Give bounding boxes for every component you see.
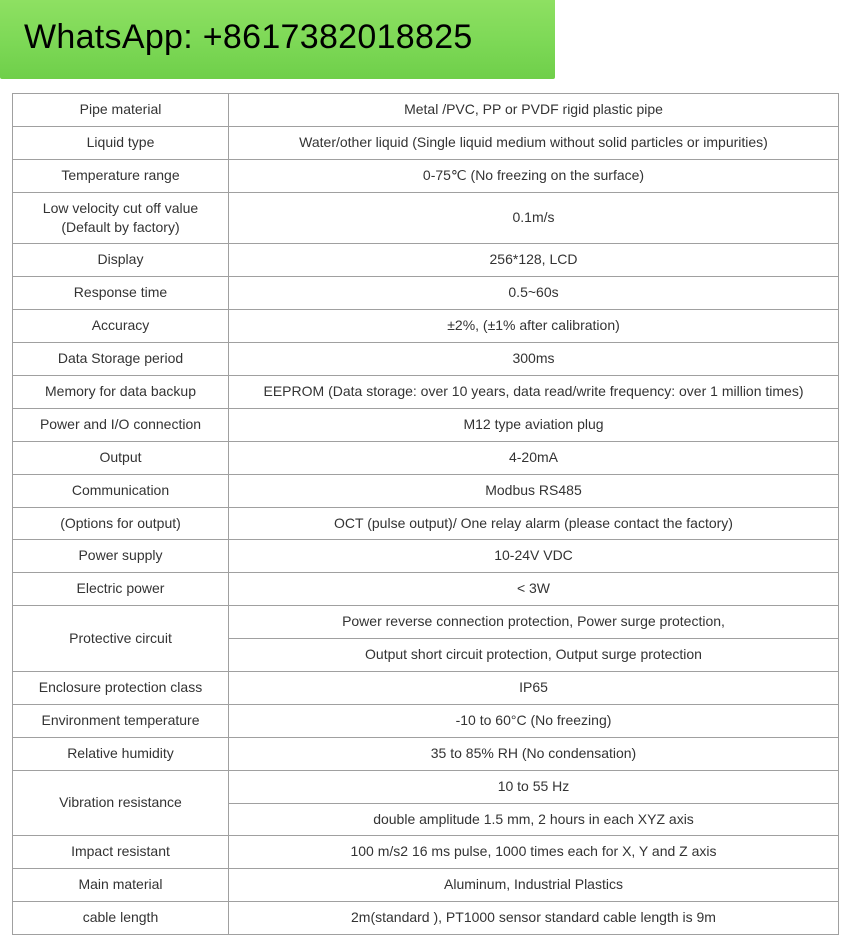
spec-value: Modbus RS485 bbox=[229, 474, 839, 507]
table-row: Data Storage period300ms bbox=[13, 343, 839, 376]
table-row: Pipe materialMetal /PVC, PP or PVDF rigi… bbox=[13, 94, 839, 127]
spec-label: Enclosure protection class bbox=[13, 672, 229, 705]
spec-value: IP65 bbox=[229, 672, 839, 705]
spec-value: OCT (pulse output)/ One relay alarm (ple… bbox=[229, 507, 839, 540]
spec-value: 2m(standard ), PT1000 sensor standard ca… bbox=[229, 902, 839, 935]
spec-value: 256*128, LCD bbox=[229, 244, 839, 277]
table-row: CommunicationModbus RS485 bbox=[13, 474, 839, 507]
table-row: Power and I/O connectionM12 type aviatio… bbox=[13, 408, 839, 441]
spec-label: Environment temperature bbox=[13, 704, 229, 737]
spec-label: (Options for output) bbox=[13, 507, 229, 540]
spec-value: 10 to 55 Hz bbox=[229, 770, 839, 803]
table-row: Low velocity cut off value(Default by fa… bbox=[13, 192, 839, 244]
spec-value: M12 type aviation plug bbox=[229, 408, 839, 441]
spec-value: Aluminum, Industrial Plastics bbox=[229, 869, 839, 902]
table-row: Electric power< 3W bbox=[13, 573, 839, 606]
spec-value: 300ms bbox=[229, 343, 839, 376]
table-row: Impact resistant100 m/s2 16 ms pulse, 10… bbox=[13, 836, 839, 869]
spec-value: Metal /PVC, PP or PVDF rigid plastic pip… bbox=[229, 94, 839, 127]
spec-label: Vibration resistance bbox=[13, 770, 229, 836]
spec-value: double amplitude 1.5 mm, 2 hours in each… bbox=[229, 803, 839, 836]
table-row: Enclosure protection classIP65 bbox=[13, 672, 839, 705]
spec-value: 0.5~60s bbox=[229, 277, 839, 310]
spec-label: Output bbox=[13, 441, 229, 474]
spec-value: 4-20mA bbox=[229, 441, 839, 474]
spec-value: -10 to 60°C (No freezing) bbox=[229, 704, 839, 737]
table-row: Memory for data backupEEPROM (Data stora… bbox=[13, 376, 839, 409]
table-row: Output4-20mA bbox=[13, 441, 839, 474]
spec-label: Temperature range bbox=[13, 159, 229, 192]
spec-value: Power reverse connection protection, Pow… bbox=[229, 606, 839, 639]
table-row: Vibration resistance10 to 55 Hz bbox=[13, 770, 839, 803]
table-row: Protective circuitPower reverse connecti… bbox=[13, 606, 839, 639]
spec-label: cable length bbox=[13, 902, 229, 935]
spec-value: 0-75℃ (No freezing on the surface) bbox=[229, 159, 839, 192]
spec-label: Pipe material bbox=[13, 94, 229, 127]
spec-value: 0.1m/s bbox=[229, 192, 839, 244]
table-row: Liquid typeWater/other liquid (Single li… bbox=[13, 126, 839, 159]
spec-label: Relative humidity bbox=[13, 737, 229, 770]
spec-value: Water/other liquid (Single liquid medium… bbox=[229, 126, 839, 159]
spec-table: Pipe materialMetal /PVC, PP or PVDF rigi… bbox=[12, 93, 839, 935]
spec-label: Impact resistant bbox=[13, 836, 229, 869]
spec-label: Main material bbox=[13, 869, 229, 902]
spec-label: Liquid type bbox=[13, 126, 229, 159]
whatsapp-banner: WhatsApp: +8617382018825 bbox=[0, 0, 555, 79]
spec-value: 10-24V VDC bbox=[229, 540, 839, 573]
table-row: Main materialAluminum, Industrial Plasti… bbox=[13, 869, 839, 902]
spec-label: Electric power bbox=[13, 573, 229, 606]
spec-label: Power supply bbox=[13, 540, 229, 573]
spec-label: Data Storage period bbox=[13, 343, 229, 376]
spec-label: Protective circuit bbox=[13, 606, 229, 672]
spec-value: EEPROM (Data storage: over 10 years, dat… bbox=[229, 376, 839, 409]
table-row: cable length2m(standard ), PT1000 sensor… bbox=[13, 902, 839, 935]
spec-label: Accuracy bbox=[13, 310, 229, 343]
spec-label: Communication bbox=[13, 474, 229, 507]
spec-value: 35 to 85% RH (No condensation) bbox=[229, 737, 839, 770]
table-row: Environment temperature-10 to 60°C (No f… bbox=[13, 704, 839, 737]
spec-value: < 3W bbox=[229, 573, 839, 606]
spec-label: Power and I/O connection bbox=[13, 408, 229, 441]
table-row: Relative humidity35 to 85% RH (No conden… bbox=[13, 737, 839, 770]
spec-value: 100 m/s2 16 ms pulse, 1000 times each fo… bbox=[229, 836, 839, 869]
spec-label: Response time bbox=[13, 277, 229, 310]
table-row: Accuracy±2%, (±1% after calibration) bbox=[13, 310, 839, 343]
table-row: Temperature range0-75℃ (No freezing on t… bbox=[13, 159, 839, 192]
table-row: Response time0.5~60s bbox=[13, 277, 839, 310]
table-row: Display256*128, LCD bbox=[13, 244, 839, 277]
spec-value: ±2%, (±1% after calibration) bbox=[229, 310, 839, 343]
spec-label: Low velocity cut off value(Default by fa… bbox=[13, 192, 229, 244]
table-row: (Options for output)OCT (pulse output)/ … bbox=[13, 507, 839, 540]
spec-label: Display bbox=[13, 244, 229, 277]
table-row: Power supply10-24V VDC bbox=[13, 540, 839, 573]
spec-value: Output short circuit protection, Output … bbox=[229, 639, 839, 672]
spec-label: Memory for data backup bbox=[13, 376, 229, 409]
